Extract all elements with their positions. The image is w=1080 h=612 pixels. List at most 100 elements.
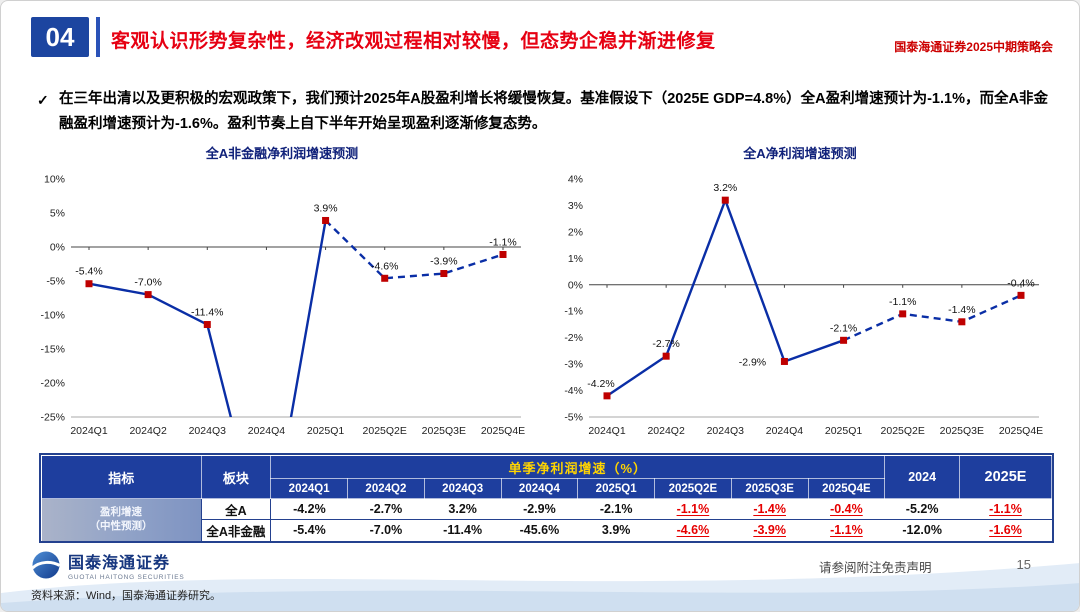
table-cell-forecast: -1.4% xyxy=(731,498,809,520)
svg-text:-10%: -10% xyxy=(40,310,65,322)
table-cell-forecast: -3.9% xyxy=(731,519,809,541)
section-number-badge: 04 xyxy=(31,17,89,57)
svg-text:5%: 5% xyxy=(50,208,65,220)
header-q2: 2024Q2 xyxy=(347,478,425,499)
svg-text:-20%: -20% xyxy=(40,378,65,390)
svg-text:-11.4%: -11.4% xyxy=(191,307,224,319)
line-chart-nonfinancial: 10% 5% 0% -5% -10% -15% -20% -25% -5.4% -7.0% -11.… xyxy=(40,174,525,438)
svg-text:0%: 0% xyxy=(50,242,65,254)
svg-text:-1.1%: -1.1% xyxy=(889,296,916,308)
table-cell: 3.9% xyxy=(577,519,655,541)
svg-text:4%: 4% xyxy=(568,174,583,186)
svg-text:2024Q2: 2024Q2 xyxy=(129,425,167,437)
profit-table: 指标 板块 单季净利润增速（%） 2024 2025E 2024Q1 2024Q… xyxy=(41,455,1052,541)
table-cell: -11.4% xyxy=(424,519,502,541)
table-cell-forecast: -0.4% xyxy=(808,498,885,520)
sector-cell: 全A xyxy=(201,498,272,520)
header-q5: 2025Q1 xyxy=(577,478,656,499)
svg-text:-2%: -2% xyxy=(564,332,583,344)
svg-text:2024Q3: 2024Q3 xyxy=(189,425,227,437)
slide-title: 客观认识形势复杂性，经济改观过程相对较慢，但态势企稳并渐进修复 xyxy=(111,31,716,52)
header-q7: 2025Q3E xyxy=(730,478,809,499)
header-q1: 2024Q1 xyxy=(270,478,349,499)
svg-text:-2.9%: -2.9% xyxy=(739,356,766,368)
table-cell: -12.0% xyxy=(884,519,960,541)
svg-text:2024Q4: 2024Q4 xyxy=(248,425,286,437)
svg-text:-4%: -4% xyxy=(564,385,583,397)
header-q8: 2025Q4E xyxy=(807,478,886,499)
table-cell-forecast: -1.1% xyxy=(654,498,732,520)
chart-title-all-a: 全A净利润增速预测 xyxy=(743,146,857,161)
svg-text:-25%: -25% xyxy=(40,412,65,424)
table-cell: -2.9% xyxy=(501,498,578,520)
chart-all-a: 全A净利润增速预测 4% 3% 2% 1% 0% -1% -2% -3% -4% -5% -4.2%… xyxy=(545,143,1055,441)
disclaimer: 请参阅附注免责声明 xyxy=(819,561,932,575)
svg-text:2024Q2: 2024Q2 xyxy=(647,425,685,437)
svg-text:2025Q3E: 2025Q3E xyxy=(940,425,984,437)
table-cell: -45.6% xyxy=(501,519,578,541)
svg-text:3.9%: 3.9% xyxy=(314,202,338,214)
svg-text:-5.4%: -5.4% xyxy=(75,266,102,278)
key-point: ✓ 在三年出清以及更积极的宏观政策下，我们预计2025年A股盈利增长将缓慢恢复。… xyxy=(37,87,1049,138)
header-quarterly-growth: 单季净利润增速（%） xyxy=(270,455,886,479)
svg-text:-7.0%: -7.0% xyxy=(134,277,161,289)
svg-text:2025Q2E: 2025Q2E xyxy=(363,425,407,437)
svg-text:10%: 10% xyxy=(44,174,65,186)
checkmark-icon: ✓ xyxy=(37,92,49,108)
table-cell: 3.2% xyxy=(424,498,502,520)
svg-text:-2.1%: -2.1% xyxy=(830,322,857,334)
chart-title-nonfinancial: 全A非金融净利润增速预测 xyxy=(205,146,359,161)
svg-text:-5%: -5% xyxy=(564,412,583,424)
indicator-line2: （中性预测） xyxy=(89,519,153,532)
svg-text:-0.4%: -0.4% xyxy=(1007,277,1034,289)
header-2024: 2024 xyxy=(884,455,960,499)
logo-text: 国泰海通证券 GUOTAI HAITONG SECURITIES xyxy=(68,549,185,581)
key-point-text: 在三年出清以及更积极的宏观政策下，我们预计2025年A股盈利增长将缓慢恢复。基准… xyxy=(59,91,1048,133)
profit-table-wrap: 指标 板块 单季净利润增速（%） 2024 2025E 2024Q1 2024Q… xyxy=(39,453,1054,543)
svg-text:2024Q1: 2024Q1 xyxy=(70,425,108,437)
logo-icon xyxy=(31,551,61,579)
page-number: 15 xyxy=(1016,557,1031,572)
table-cell: -7.0% xyxy=(347,519,425,541)
svg-text:-3%: -3% xyxy=(564,359,583,371)
svg-text:-3.9%: -3.9% xyxy=(430,256,457,268)
svg-text:3.2%: 3.2% xyxy=(713,182,737,194)
charts-row: 全A非金融净利润增速预测 10% 5% 0% -5% -10% -15% -20% -25% -… xyxy=(1,143,1079,441)
table-cell-forecast: -1.6% xyxy=(959,519,1052,541)
svg-text:-4.2%: -4.2% xyxy=(587,378,614,390)
table-cell: -2.7% xyxy=(347,498,425,520)
svg-text:-15%: -15% xyxy=(40,344,65,356)
source-note: 资料来源：Wind，国泰海通证券研究。 xyxy=(31,590,222,602)
event-label: 国泰海通证券2025中期策略会 xyxy=(894,40,1053,54)
header-q6: 2025Q2E xyxy=(654,478,732,499)
svg-text:0%: 0% xyxy=(568,279,583,291)
sector-cell: 全A非金融 xyxy=(201,519,272,541)
table-cell: -4.2% xyxy=(270,498,348,520)
svg-text:2025Q3E: 2025Q3E xyxy=(422,425,466,437)
header-indicator: 指标 xyxy=(41,455,202,499)
svg-text:-4.6%: -4.6% xyxy=(371,260,398,272)
table-cell-forecast: -4.6% xyxy=(654,519,732,541)
svg-text:2%: 2% xyxy=(568,226,583,238)
header-sector: 板块 xyxy=(200,455,272,499)
header-2025e: 2025E xyxy=(959,455,1052,499)
indicator-cell: 盈利增速 （中性预测） xyxy=(41,498,202,541)
table-cell: -2.1% xyxy=(577,498,655,520)
svg-text:-2.7%: -2.7% xyxy=(652,338,679,350)
logo-name-cn: 国泰海通证券 xyxy=(68,555,171,572)
table-cell: -5.4% xyxy=(270,519,348,541)
svg-text:-1.1%: -1.1% xyxy=(489,236,516,248)
svg-text:2025Q4E: 2025Q4E xyxy=(481,425,525,437)
table-row-all-a-nonfinancial: 全A非金融 -5.4% -7.0% -11.4% -45.6% 3.9% -4.… xyxy=(42,519,1052,541)
svg-text:2025Q1: 2025Q1 xyxy=(825,425,863,437)
title-accent-bar xyxy=(96,17,100,57)
logo: 国泰海通证券 GUOTAI HAITONG SECURITIES xyxy=(31,549,185,581)
svg-text:-5%: -5% xyxy=(46,276,65,288)
svg-text:2025Q1: 2025Q1 xyxy=(307,425,345,437)
svg-text:2024Q1: 2024Q1 xyxy=(588,425,626,437)
svg-text:2024Q4: 2024Q4 xyxy=(766,425,804,437)
line-chart-all-a: 4% 3% 2% 1% 0% -1% -2% -3% -4% -5% -4.2% -2.7% 3.2% -… xyxy=(564,174,1043,438)
svg-text:2025Q2E: 2025Q2E xyxy=(881,425,925,437)
svg-text:3%: 3% xyxy=(568,200,583,212)
